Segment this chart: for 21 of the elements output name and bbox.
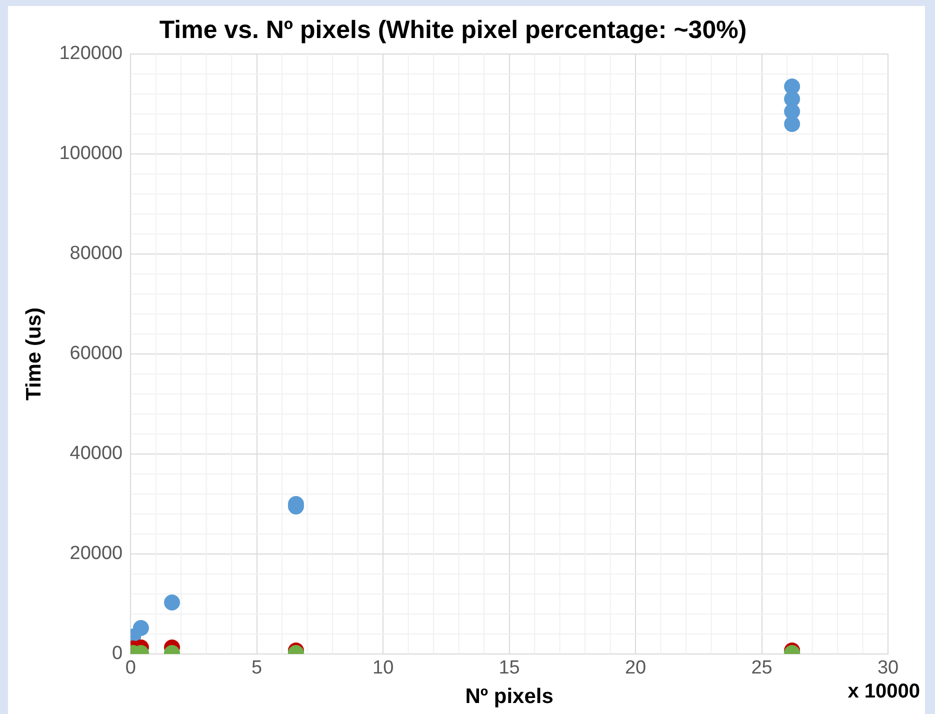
y-tick-label: 100000 — [59, 143, 123, 164]
y-tick-label: 60000 — [70, 343, 123, 364]
y-axis-title: Time (us) — [22, 308, 46, 400]
y-tick-label: 80000 — [70, 243, 123, 264]
chart-title: Time vs. Nº pixels (White pixel percentage: ~30%) — [159, 16, 747, 44]
point — [784, 78, 800, 94]
y-tick-label: 0 — [112, 643, 123, 664]
x-tick-label: 20 — [624, 658, 646, 679]
x-tick-label: 5 — [252, 658, 262, 679]
y-tick-label: 20000 — [70, 543, 123, 564]
x-tick-label: 15 — [498, 658, 520, 679]
x-tick-label: 0 — [125, 658, 136, 679]
x-tick-label: 10 — [372, 658, 394, 679]
x-tick-label: 30 — [877, 658, 899, 679]
text: x 10000 — [848, 680, 920, 703]
point — [132, 620, 149, 636]
y-tick-label: 120000 — [59, 43, 123, 64]
y-tick-label: 40000 — [70, 443, 123, 464]
point — [164, 594, 180, 610]
x-axis-title: Nº pixels — [465, 685, 554, 708]
x-tick-label: 25 — [751, 658, 772, 679]
